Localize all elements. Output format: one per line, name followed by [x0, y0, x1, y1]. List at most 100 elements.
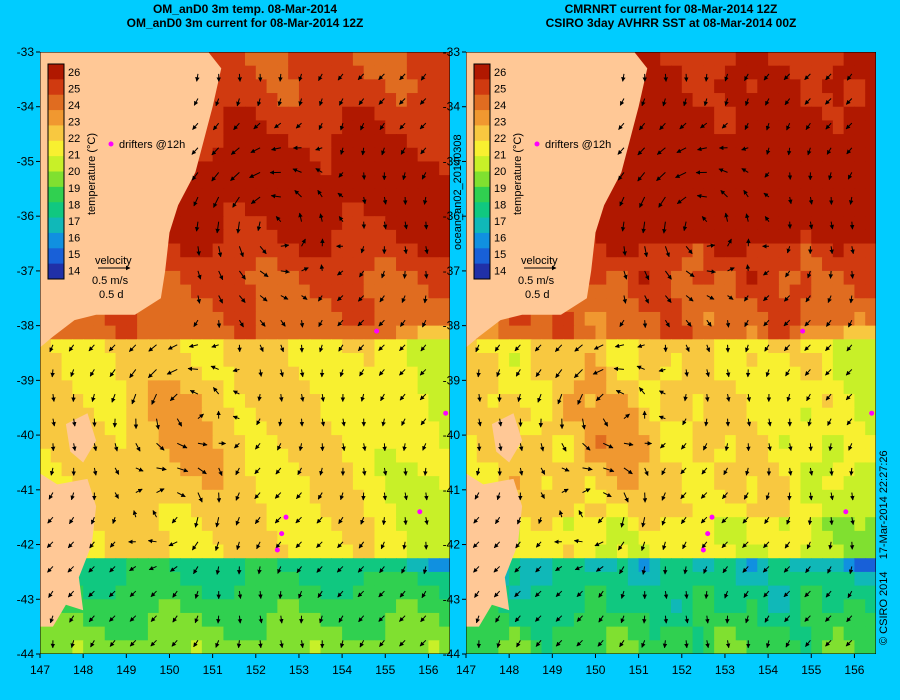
current-arrow: [829, 221, 834, 230]
current-arrow: [517, 393, 522, 403]
current-arrow: [829, 492, 835, 501]
current-arrow: [211, 343, 219, 348]
satellite-legend: drifters @12h velocity 0.5 m/s 0.5 d: [518, 139, 611, 301]
current-arrow: [401, 295, 406, 303]
current-arrow: [211, 147, 220, 156]
current-arrow: [704, 591, 709, 599]
current-arrow: [825, 590, 832, 598]
current-arrow: [595, 393, 604, 402]
current-arrow: [420, 73, 427, 81]
velocity-time-label: 0.5 d: [99, 289, 123, 301]
current-arrow: [399, 344, 406, 351]
drifter-marker: [709, 514, 715, 520]
current-arrow: [554, 344, 563, 352]
current-arrow: [274, 492, 282, 499]
current-arrow: [643, 246, 649, 258]
current-arrow: [825, 393, 832, 401]
current-arrow: [399, 615, 406, 622]
current-arrow: [422, 566, 428, 575]
latitude-tick-label: -40: [17, 428, 35, 442]
current-arrow: [401, 566, 406, 574]
current-arrow: [419, 393, 427, 401]
current-arrow: [684, 591, 689, 599]
current-arrow: [706, 243, 716, 248]
longitude-tick-label: 156: [418, 663, 438, 677]
current-arrow: [493, 541, 501, 549]
current-arrow: [113, 443, 119, 452]
current-arrow: [216, 615, 221, 624]
current-arrow: [197, 441, 208, 447]
current-arrow: [722, 566, 728, 574]
current-arrow: [215, 98, 220, 107]
current-arrow: [358, 615, 365, 623]
current-arrow: [189, 389, 199, 395]
current-arrow: [576, 615, 583, 622]
current-arrow: [804, 615, 811, 622]
current-arrow: [578, 510, 583, 518]
current-arrow: [49, 615, 54, 624]
drifter-marker: [843, 509, 849, 515]
longitude-tick-label: 153: [289, 663, 309, 677]
current-arrow: [623, 492, 629, 503]
current-arrow: [743, 189, 749, 198]
latitude-tick-label: -35: [17, 154, 35, 168]
current-arrow: [676, 196, 687, 205]
drifter-marker: [274, 547, 280, 553]
current-arrow: [825, 319, 832, 327]
current-arrow: [494, 344, 501, 352]
colorbar-tick-label: 18: [494, 199, 506, 211]
current-arrow: [399, 590, 406, 598]
colorbar-swatch: [474, 140, 490, 157]
current-arrow: [745, 344, 750, 353]
current-arrow: [316, 541, 323, 548]
current-arrow: [147, 538, 157, 544]
current-arrow: [337, 73, 344, 81]
current-arrow: [724, 212, 729, 222]
current-arrow: [744, 122, 749, 130]
current-arrow: [129, 590, 137, 597]
current-arrow: [337, 541, 344, 549]
current-arrow: [280, 269, 290, 274]
current-arrow: [476, 369, 481, 378]
current-arrow: [135, 488, 143, 493]
current-arrow: [90, 640, 95, 648]
current-arrow: [496, 492, 501, 501]
current-arrow: [741, 168, 749, 173]
current-arrow: [806, 541, 811, 550]
current-arrow: [234, 442, 240, 449]
current-arrow: [596, 566, 604, 572]
current-arrow: [825, 615, 832, 622]
current-arrow: [641, 98, 646, 107]
left-map-panel: 26 25 24 23 22 21 20 19 18 17 16 15 14 temperature (°…: [40, 52, 450, 654]
current-arrow: [254, 492, 261, 500]
current-arrow: [298, 590, 303, 599]
current-arrow: [216, 320, 222, 329]
current-arrow: [277, 566, 282, 574]
current-arrow: [706, 319, 712, 327]
latitude-tick-label: -37: [17, 264, 35, 278]
model-current-arrows: [46, 73, 429, 649]
current-arrow: [637, 343, 645, 348]
drifter-legend-marker: [534, 141, 540, 147]
longitude-tick-label: 152: [672, 663, 692, 677]
current-arrow: [337, 192, 344, 198]
current-arrow: [211, 172, 220, 182]
current-arrow: [424, 517, 429, 526]
current-arrow: [423, 295, 428, 304]
current-arrow: [682, 418, 687, 426]
current-arrow: [236, 221, 241, 234]
current-arrow: [338, 615, 344, 623]
current-arrow: [236, 541, 241, 551]
left-title-line-2: OM_anD0 3m current for 08-Mar-2014 12Z: [126, 16, 364, 30]
current-arrow: [808, 196, 814, 205]
current-arrow: [597, 516, 604, 524]
current-arrow: [658, 367, 666, 373]
colorbar-swatch: [474, 202, 490, 219]
colorbar-tick-label: 25: [494, 84, 506, 96]
current-arrow: [623, 441, 634, 447]
current-arrow: [558, 510, 564, 518]
current-arrow: [274, 516, 282, 524]
current-arrow: [249, 171, 261, 179]
current-arrow: [826, 147, 832, 155]
current-arrow: [743, 295, 749, 302]
